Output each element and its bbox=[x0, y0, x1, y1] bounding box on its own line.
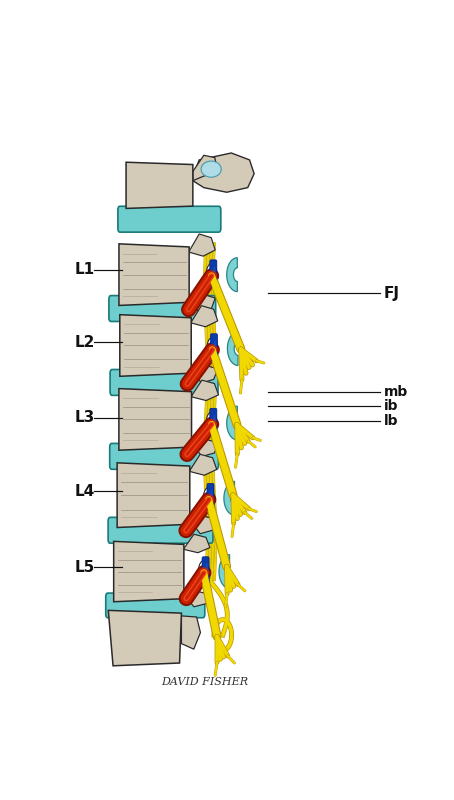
Text: mb: mb bbox=[384, 385, 408, 398]
Polygon shape bbox=[117, 463, 190, 527]
Text: L3: L3 bbox=[74, 410, 94, 425]
Text: L4: L4 bbox=[74, 484, 94, 499]
Ellipse shape bbox=[198, 561, 209, 585]
Text: FJ: FJ bbox=[384, 286, 400, 301]
FancyBboxPatch shape bbox=[210, 408, 217, 435]
Polygon shape bbox=[193, 155, 217, 181]
Polygon shape bbox=[182, 616, 201, 649]
Polygon shape bbox=[192, 380, 218, 401]
Polygon shape bbox=[190, 516, 217, 534]
FancyBboxPatch shape bbox=[211, 334, 217, 361]
FancyBboxPatch shape bbox=[207, 483, 214, 510]
Polygon shape bbox=[126, 162, 193, 209]
Text: ib: ib bbox=[384, 399, 399, 414]
Text: DAVID FISHER: DAVID FISHER bbox=[161, 678, 248, 687]
Polygon shape bbox=[227, 258, 237, 291]
FancyBboxPatch shape bbox=[210, 260, 217, 287]
Ellipse shape bbox=[213, 266, 216, 274]
Polygon shape bbox=[227, 406, 237, 440]
Polygon shape bbox=[193, 153, 254, 192]
FancyBboxPatch shape bbox=[108, 518, 213, 543]
Polygon shape bbox=[184, 591, 210, 607]
Polygon shape bbox=[109, 610, 182, 666]
Ellipse shape bbox=[214, 340, 216, 347]
Ellipse shape bbox=[205, 563, 208, 570]
FancyBboxPatch shape bbox=[118, 206, 221, 232]
FancyBboxPatch shape bbox=[202, 557, 209, 584]
FancyBboxPatch shape bbox=[110, 370, 218, 395]
Polygon shape bbox=[189, 294, 215, 313]
Polygon shape bbox=[119, 389, 192, 450]
Polygon shape bbox=[184, 534, 210, 553]
FancyBboxPatch shape bbox=[106, 593, 205, 618]
Polygon shape bbox=[189, 234, 215, 256]
Polygon shape bbox=[192, 439, 218, 457]
Polygon shape bbox=[191, 366, 218, 383]
Ellipse shape bbox=[201, 161, 221, 178]
Polygon shape bbox=[119, 244, 189, 306]
Polygon shape bbox=[114, 542, 184, 602]
Ellipse shape bbox=[213, 414, 216, 422]
Ellipse shape bbox=[206, 412, 217, 437]
Polygon shape bbox=[191, 306, 218, 326]
Ellipse shape bbox=[203, 487, 214, 512]
Ellipse shape bbox=[210, 490, 213, 497]
Polygon shape bbox=[190, 454, 217, 475]
Text: L5: L5 bbox=[74, 560, 94, 574]
Polygon shape bbox=[227, 332, 238, 366]
Polygon shape bbox=[219, 554, 230, 589]
Ellipse shape bbox=[207, 338, 218, 362]
Text: L2: L2 bbox=[74, 335, 95, 350]
FancyBboxPatch shape bbox=[109, 295, 216, 322]
Polygon shape bbox=[224, 482, 235, 515]
Ellipse shape bbox=[206, 263, 217, 288]
Text: lb: lb bbox=[384, 414, 399, 428]
FancyBboxPatch shape bbox=[110, 443, 218, 470]
Polygon shape bbox=[120, 314, 191, 376]
Text: L1: L1 bbox=[74, 262, 94, 278]
